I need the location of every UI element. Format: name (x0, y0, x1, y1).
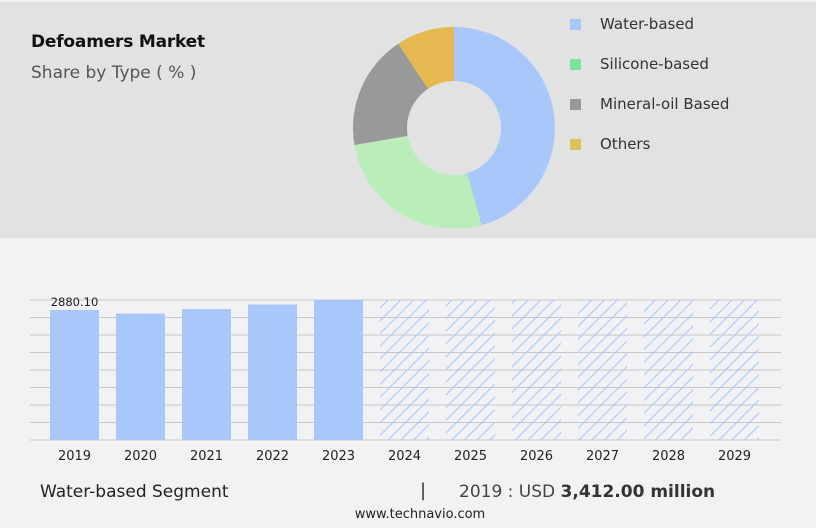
legend-item-silicone-based: Silicone-based (570, 52, 810, 76)
legend-swatch-icon (570, 58, 581, 70)
segment-value: 2019 : USD 3,412.00 million (459, 482, 715, 502)
x-tick-label: 2027 (586, 449, 619, 464)
bar-2023 (314, 300, 363, 440)
forecast-bar-2029 (710, 300, 759, 440)
bar-2021 (182, 309, 231, 440)
donut-slice-silicone-based (354, 135, 482, 228)
donut-slice-water-based (454, 27, 555, 226)
data-label: 2880.10 (51, 295, 99, 309)
forecast-bar-2028 (644, 300, 693, 440)
source-url[interactable]: www.technavio.com (354, 507, 486, 522)
forecast-bar-2024 (380, 300, 429, 440)
legend-swatch-icon (570, 18, 581, 30)
legend-item-mineral-oil-based: Mineral-oil Based (570, 92, 810, 116)
segment-label: Water-based Segment (40, 482, 229, 502)
legend-item-water-based: Water-based (570, 12, 810, 36)
forecast-bar-2027 (578, 300, 627, 440)
x-tick-label: 2022 (256, 449, 289, 464)
x-tick-label: 2019 (58, 449, 91, 464)
donut-slice-mineral-oil-based (353, 43, 429, 146)
bar-chart: 2019 2880.10 2020 2021 2022 2023 2024 2025 2026 2… (0, 238, 816, 478)
chart-subtitle: Share by Type ( % ) (31, 63, 197, 83)
bar-2019 (50, 309, 99, 440)
top-strip (0, 0, 816, 2)
x-tick-label: 2021 (190, 449, 223, 464)
legend-label: Others (600, 135, 651, 153)
x-tick-label: 2028 (652, 449, 685, 464)
legend-item-others: Others (570, 132, 810, 156)
x-tick-label: 2024 (388, 449, 421, 464)
x-tick-label: 2025 (454, 449, 487, 464)
legend-label: Mineral-oil Based (600, 95, 730, 113)
forecast-bar-2025 (446, 300, 495, 440)
bar-2020 (116, 313, 165, 440)
donut-svg (353, 27, 555, 228)
legend-label: Water-based (600, 15, 695, 33)
x-tick-label: 2020 (124, 449, 157, 464)
donut-chart (340, 0, 580, 228)
x-tick-label: 2029 (718, 449, 751, 464)
bar-2022 (248, 304, 297, 440)
footer-separator: | (420, 480, 427, 501)
legend-swatch-icon (570, 98, 581, 110)
segment-amount: 3,412.00 million (560, 482, 716, 502)
chart-title: Defoamers Market (31, 32, 205, 52)
donut-slice-others (398, 27, 454, 89)
legend-swatch-icon (570, 138, 581, 150)
forecast-bar-2026 (512, 300, 561, 440)
segment-year: 2019 : USD (459, 482, 561, 502)
bar-chart-svg: 2019 2880.10 2020 2021 2022 2023 2024 2025 2026 2… (30, 295, 781, 464)
legend-label: Silicone-based (600, 55, 709, 73)
x-tick-label: 2026 (520, 449, 553, 464)
x-tick-label: 2023 (322, 449, 355, 464)
